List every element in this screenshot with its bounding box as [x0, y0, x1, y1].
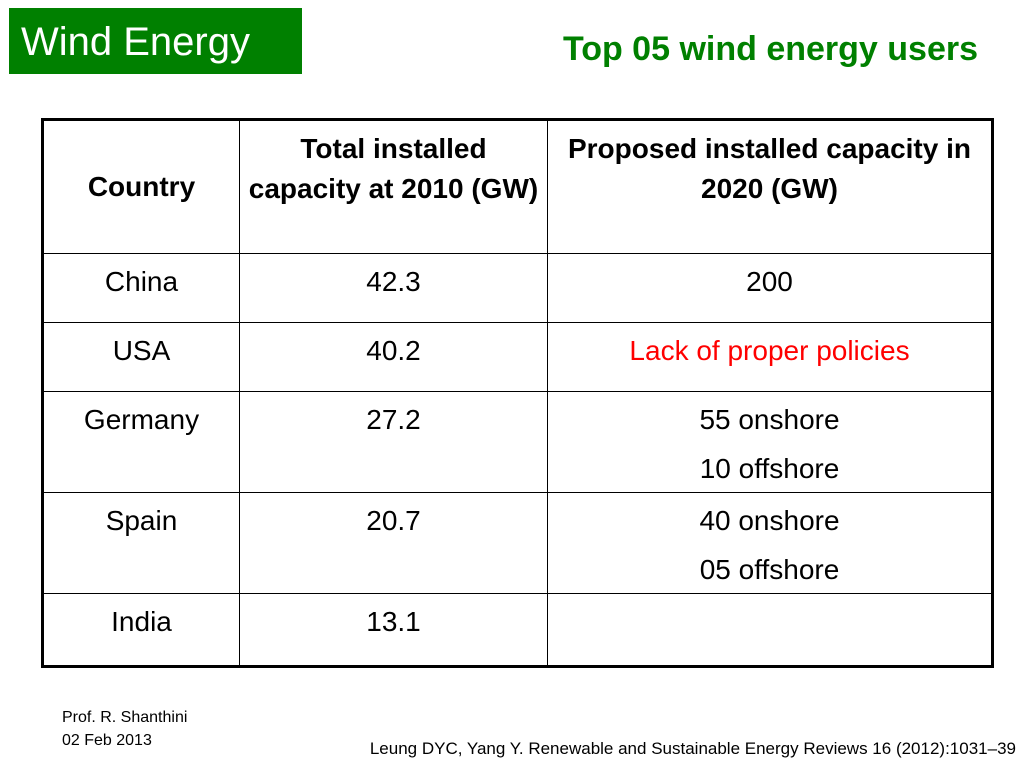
proposed-onshore: 40 onshore [699, 505, 840, 536]
table-row: India 13.1 [42, 593, 993, 667]
country-cell: Spain [42, 492, 240, 594]
capacity-2010-cell: 42.3 [239, 253, 548, 323]
capacity-2010-cell: 13.1 [239, 593, 548, 667]
capacity-2010-cell: 20.7 [239, 492, 548, 594]
table-row: Spain 20.7 40 onshore 05 offshore [42, 492, 993, 594]
slide-title: Wind Energy [21, 20, 250, 64]
reference-citation: Leung DYC, Yang Y. Renewable and Sustain… [369, 739, 1016, 758]
author-name: Prof. R. Shanthini [62, 709, 188, 726]
proposed-2020-cell: Lack of proper policies [547, 322, 993, 392]
capacity-2010-cell: 40.2 [239, 322, 548, 392]
country-cell: India [42, 593, 240, 667]
proposed-offshore: 10 offshore [699, 453, 840, 484]
table-row: USA 40.2 Lack of proper policies [42, 322, 993, 392]
capacity-2010-cell: 27.2 [239, 391, 548, 493]
table-row: Germany 27.2 55 onshore 10 offshore [42, 391, 993, 493]
header-proposed-2020: Proposed installed capacity in 2020 (GW) [547, 119, 993, 254]
table-row: China 42.3 200 [42, 253, 993, 323]
proposed-offshore: 05 offshore [699, 554, 840, 585]
slide-title-box: Wind Energy [9, 8, 302, 74]
country-cell: China [42, 253, 240, 323]
slide-subtitle: Top 05 wind energy users [562, 30, 978, 68]
capacity-table: Country Total installed capacity at 2010… [41, 118, 994, 668]
header-capacity-2010: Total installed capacity at 2010 (GW) [239, 119, 548, 254]
country-cell: USA [42, 322, 240, 392]
table-header-row: Country Total installed capacity at 2010… [42, 119, 993, 254]
proposed-onshore: 55 onshore [699, 404, 840, 435]
proposed-2020-cell [547, 593, 993, 667]
country-cell: Germany [42, 391, 240, 493]
proposed-2020-cell: 40 onshore 05 offshore [547, 492, 993, 594]
header-country: Country [42, 119, 240, 254]
presentation-date: 02 Feb 2013 [62, 732, 152, 749]
proposed-2020-cell: 200 [547, 253, 993, 323]
proposed-2020-cell: 55 onshore 10 offshore [547, 391, 993, 493]
footer-author-block: Prof. R. Shanthini 02 Feb 2013 [62, 706, 187, 752]
